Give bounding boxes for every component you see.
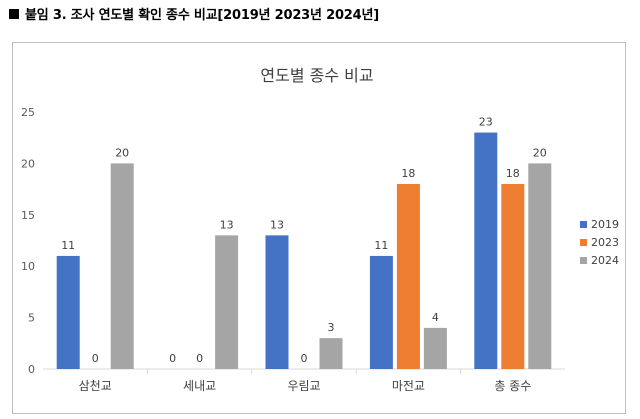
category-label: 우림교 xyxy=(287,379,320,393)
legend-swatch xyxy=(580,257,587,264)
legend-label: 2023 xyxy=(591,236,619,249)
data-label: 3 xyxy=(328,321,335,334)
legend-swatch xyxy=(580,239,587,246)
data-label: 0 xyxy=(196,352,203,365)
data-label: 13 xyxy=(270,218,284,231)
y-tick-label: 25 xyxy=(21,106,35,119)
data-label: 20 xyxy=(533,146,547,159)
chart-title: 연도별 종수 비교 xyxy=(260,66,373,85)
data-label: 4 xyxy=(432,311,439,324)
bar-2023 xyxy=(396,183,420,369)
bar-2024 xyxy=(423,327,447,369)
y-tick-label: 5 xyxy=(28,312,35,325)
legend-label: 2024 xyxy=(591,254,619,267)
legend-swatch xyxy=(580,221,587,228)
data-label: 0 xyxy=(301,352,308,365)
bar-2023 xyxy=(501,183,525,369)
data-label: 13 xyxy=(220,218,234,231)
bar-2019 xyxy=(265,235,289,369)
bar-2019 xyxy=(56,255,80,369)
category-label: 세내교 xyxy=(183,379,216,393)
legend-label: 2019 xyxy=(591,218,619,231)
bar-2019 xyxy=(369,255,393,369)
data-label: 18 xyxy=(401,167,415,180)
category-label: 총 종수 xyxy=(494,379,531,393)
category-label: 삼천교 xyxy=(79,378,112,393)
bar-2019 xyxy=(474,132,498,369)
data-label: 20 xyxy=(115,146,129,159)
data-label: 23 xyxy=(479,116,493,129)
data-label: 11 xyxy=(374,239,388,252)
y-tick-label: 10 xyxy=(21,260,35,273)
caption-text: 붙임 3. 조사 연도별 확인 종수 비교[2019년 2023년 2024년] xyxy=(25,8,379,23)
data-label: 18 xyxy=(506,167,520,180)
figure-caption: 붙임 3. 조사 연도별 확인 종수 비교[2019년 2023년 2024년] xyxy=(9,4,379,23)
bar-2024 xyxy=(528,163,552,369)
y-tick-label: 15 xyxy=(21,209,35,222)
bar-2024 xyxy=(110,163,134,369)
bar-2024 xyxy=(215,235,239,369)
y-tick-label: 20 xyxy=(21,157,35,170)
y-tick-label: 0 xyxy=(28,363,35,376)
data-label: 11 xyxy=(61,239,75,252)
category-label: 마전교 xyxy=(392,379,425,393)
data-label: 0 xyxy=(92,352,99,365)
square-bullet-icon xyxy=(9,9,19,19)
data-label: 0 xyxy=(169,352,176,365)
bar-2024 xyxy=(319,338,343,369)
